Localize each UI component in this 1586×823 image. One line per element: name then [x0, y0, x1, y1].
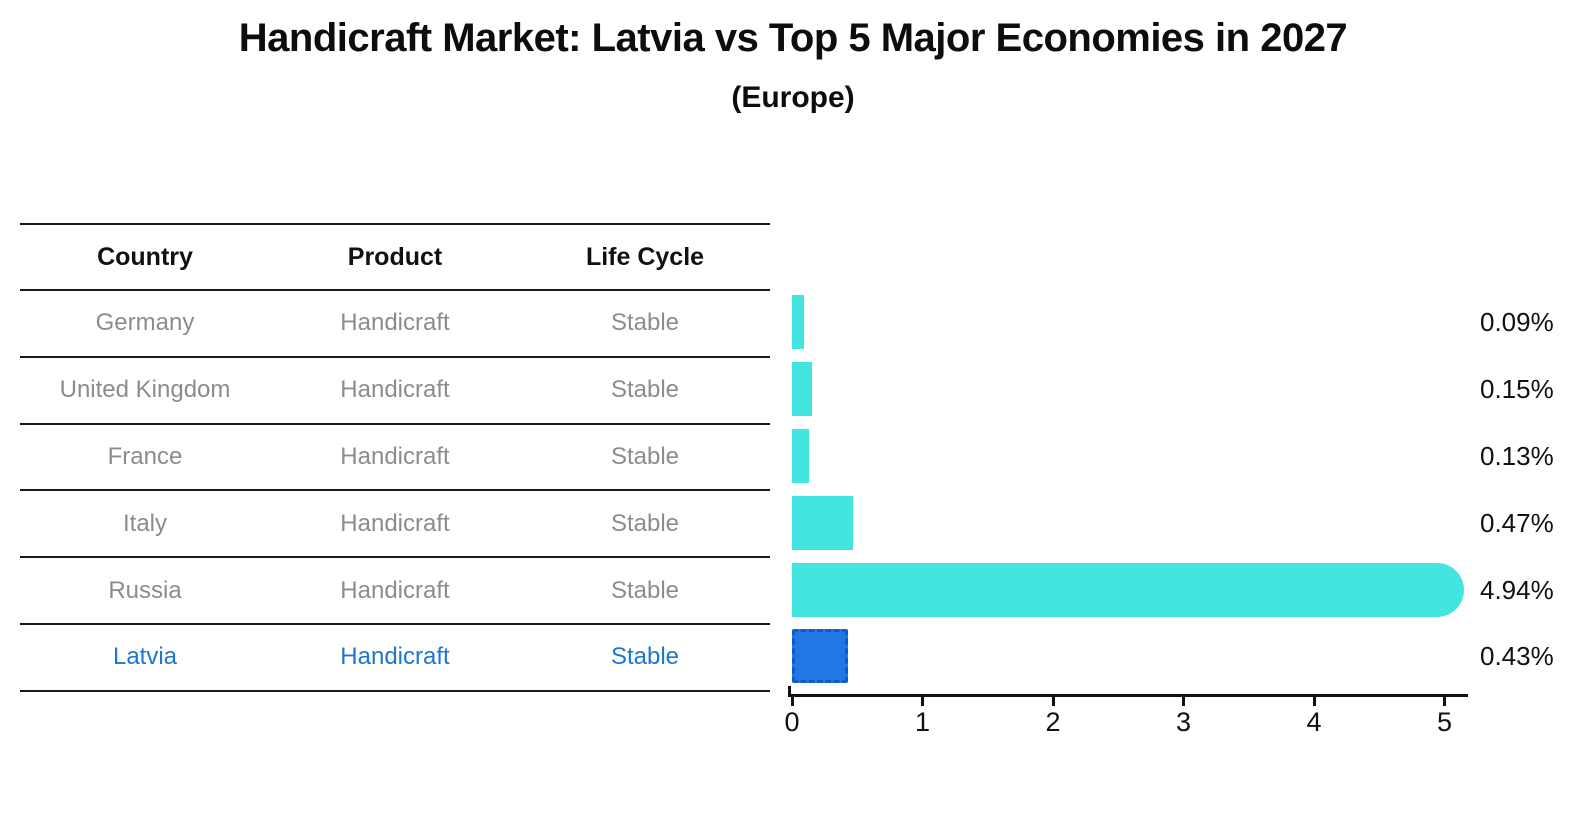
- cell-life-cycle: Stable: [610, 509, 680, 537]
- table-row-russia: Russia Handicraft Stable: [20, 558, 770, 625]
- cell-country: United Kingdom: [59, 376, 231, 404]
- cell-product: Handicraft: [340, 376, 450, 404]
- bar-value-label-latvia: 0.43%: [1480, 641, 1554, 672]
- column-header-life-cycle: Life Cycle: [585, 242, 705, 271]
- bar-russia: [792, 562, 1464, 617]
- x-axis-tick-0: [790, 697, 794, 706]
- x-axis-tick-4: [1312, 697, 1316, 706]
- x-axis-tick-label-4: 4: [1306, 707, 1322, 737]
- bar-value-label-germany: 0.09%: [1480, 307, 1554, 338]
- x-axis-tick-label-1: 1: [914, 707, 931, 737]
- cell-country: Russia: [108, 576, 182, 604]
- x-axis-tick-label-5: 5: [1436, 707, 1453, 737]
- cell-country: Germany: [95, 309, 195, 337]
- x-axis-corner: [788, 686, 791, 697]
- country-table: Country Product Life Cycle Germany Handi…: [20, 223, 770, 692]
- bar-latvia: [792, 629, 849, 684]
- cell-life-cycle: Stable: [610, 376, 680, 404]
- x-axis-line: [788, 694, 1468, 697]
- bar-united-kingdom: [792, 362, 812, 417]
- cell-product: Handicraft: [340, 309, 450, 337]
- x-axis-tick-5: [1443, 697, 1446, 706]
- bar-value-label-russia: 4.94%: [1480, 574, 1554, 605]
- table-row-germany: Germany Handicraft Stable: [20, 291, 770, 358]
- chart-subtitle: (Europe): [731, 81, 855, 114]
- cell-product: Handicraft: [340, 509, 450, 537]
- x-axis-tick-1: [921, 697, 924, 706]
- x-axis-tick-label-2: 2: [1045, 707, 1061, 737]
- x-axis-tick-label-3: 3: [1175, 707, 1192, 737]
- bar-italy: [792, 495, 854, 550]
- table-row-italy: Italy Handicraft Stable: [20, 491, 770, 559]
- x-axis-tick-label-0: 0: [784, 707, 800, 737]
- bar-france: [792, 429, 809, 483]
- cell-life-cycle: Stable: [610, 442, 680, 470]
- column-header-product: Product: [347, 242, 443, 271]
- cell-country: France: [107, 442, 183, 470]
- column-header-country: Country: [97, 242, 193, 271]
- x-axis-tick-3: [1182, 697, 1185, 706]
- table-row-france: France Handicraft Stable: [20, 425, 770, 492]
- cell-country: Italy: [122, 509, 167, 537]
- bar-germany: [792, 295, 804, 350]
- cell-product: Handicraft: [340, 576, 450, 604]
- bar-value-label-united-kingdom: 0.15%: [1480, 374, 1554, 405]
- chart-title: Handicraft Market: Latvia vs Top 5 Major…: [238, 16, 1348, 60]
- cell-country: Latvia: [112, 643, 178, 671]
- bar-value-label-france: 0.13%: [1480, 441, 1554, 471]
- cell-product: Handicraft: [340, 442, 450, 470]
- cell-life-cycle: Stable: [610, 309, 680, 337]
- cell-life-cycle: Stable: [610, 576, 680, 604]
- table-header-row: Country Product Life Cycle: [20, 225, 770, 291]
- cell-product: Handicraft: [340, 643, 450, 671]
- table-row-latvia: Latvia Handicraft Stable: [20, 625, 770, 692]
- table-row-united-kingdom: United Kingdom Handicraft Stable: [20, 358, 770, 425]
- x-axis-tick-2: [1051, 697, 1055, 706]
- bar-value-label-italy: 0.47%: [1480, 507, 1554, 538]
- cell-life-cycle: Stable: [610, 643, 680, 671]
